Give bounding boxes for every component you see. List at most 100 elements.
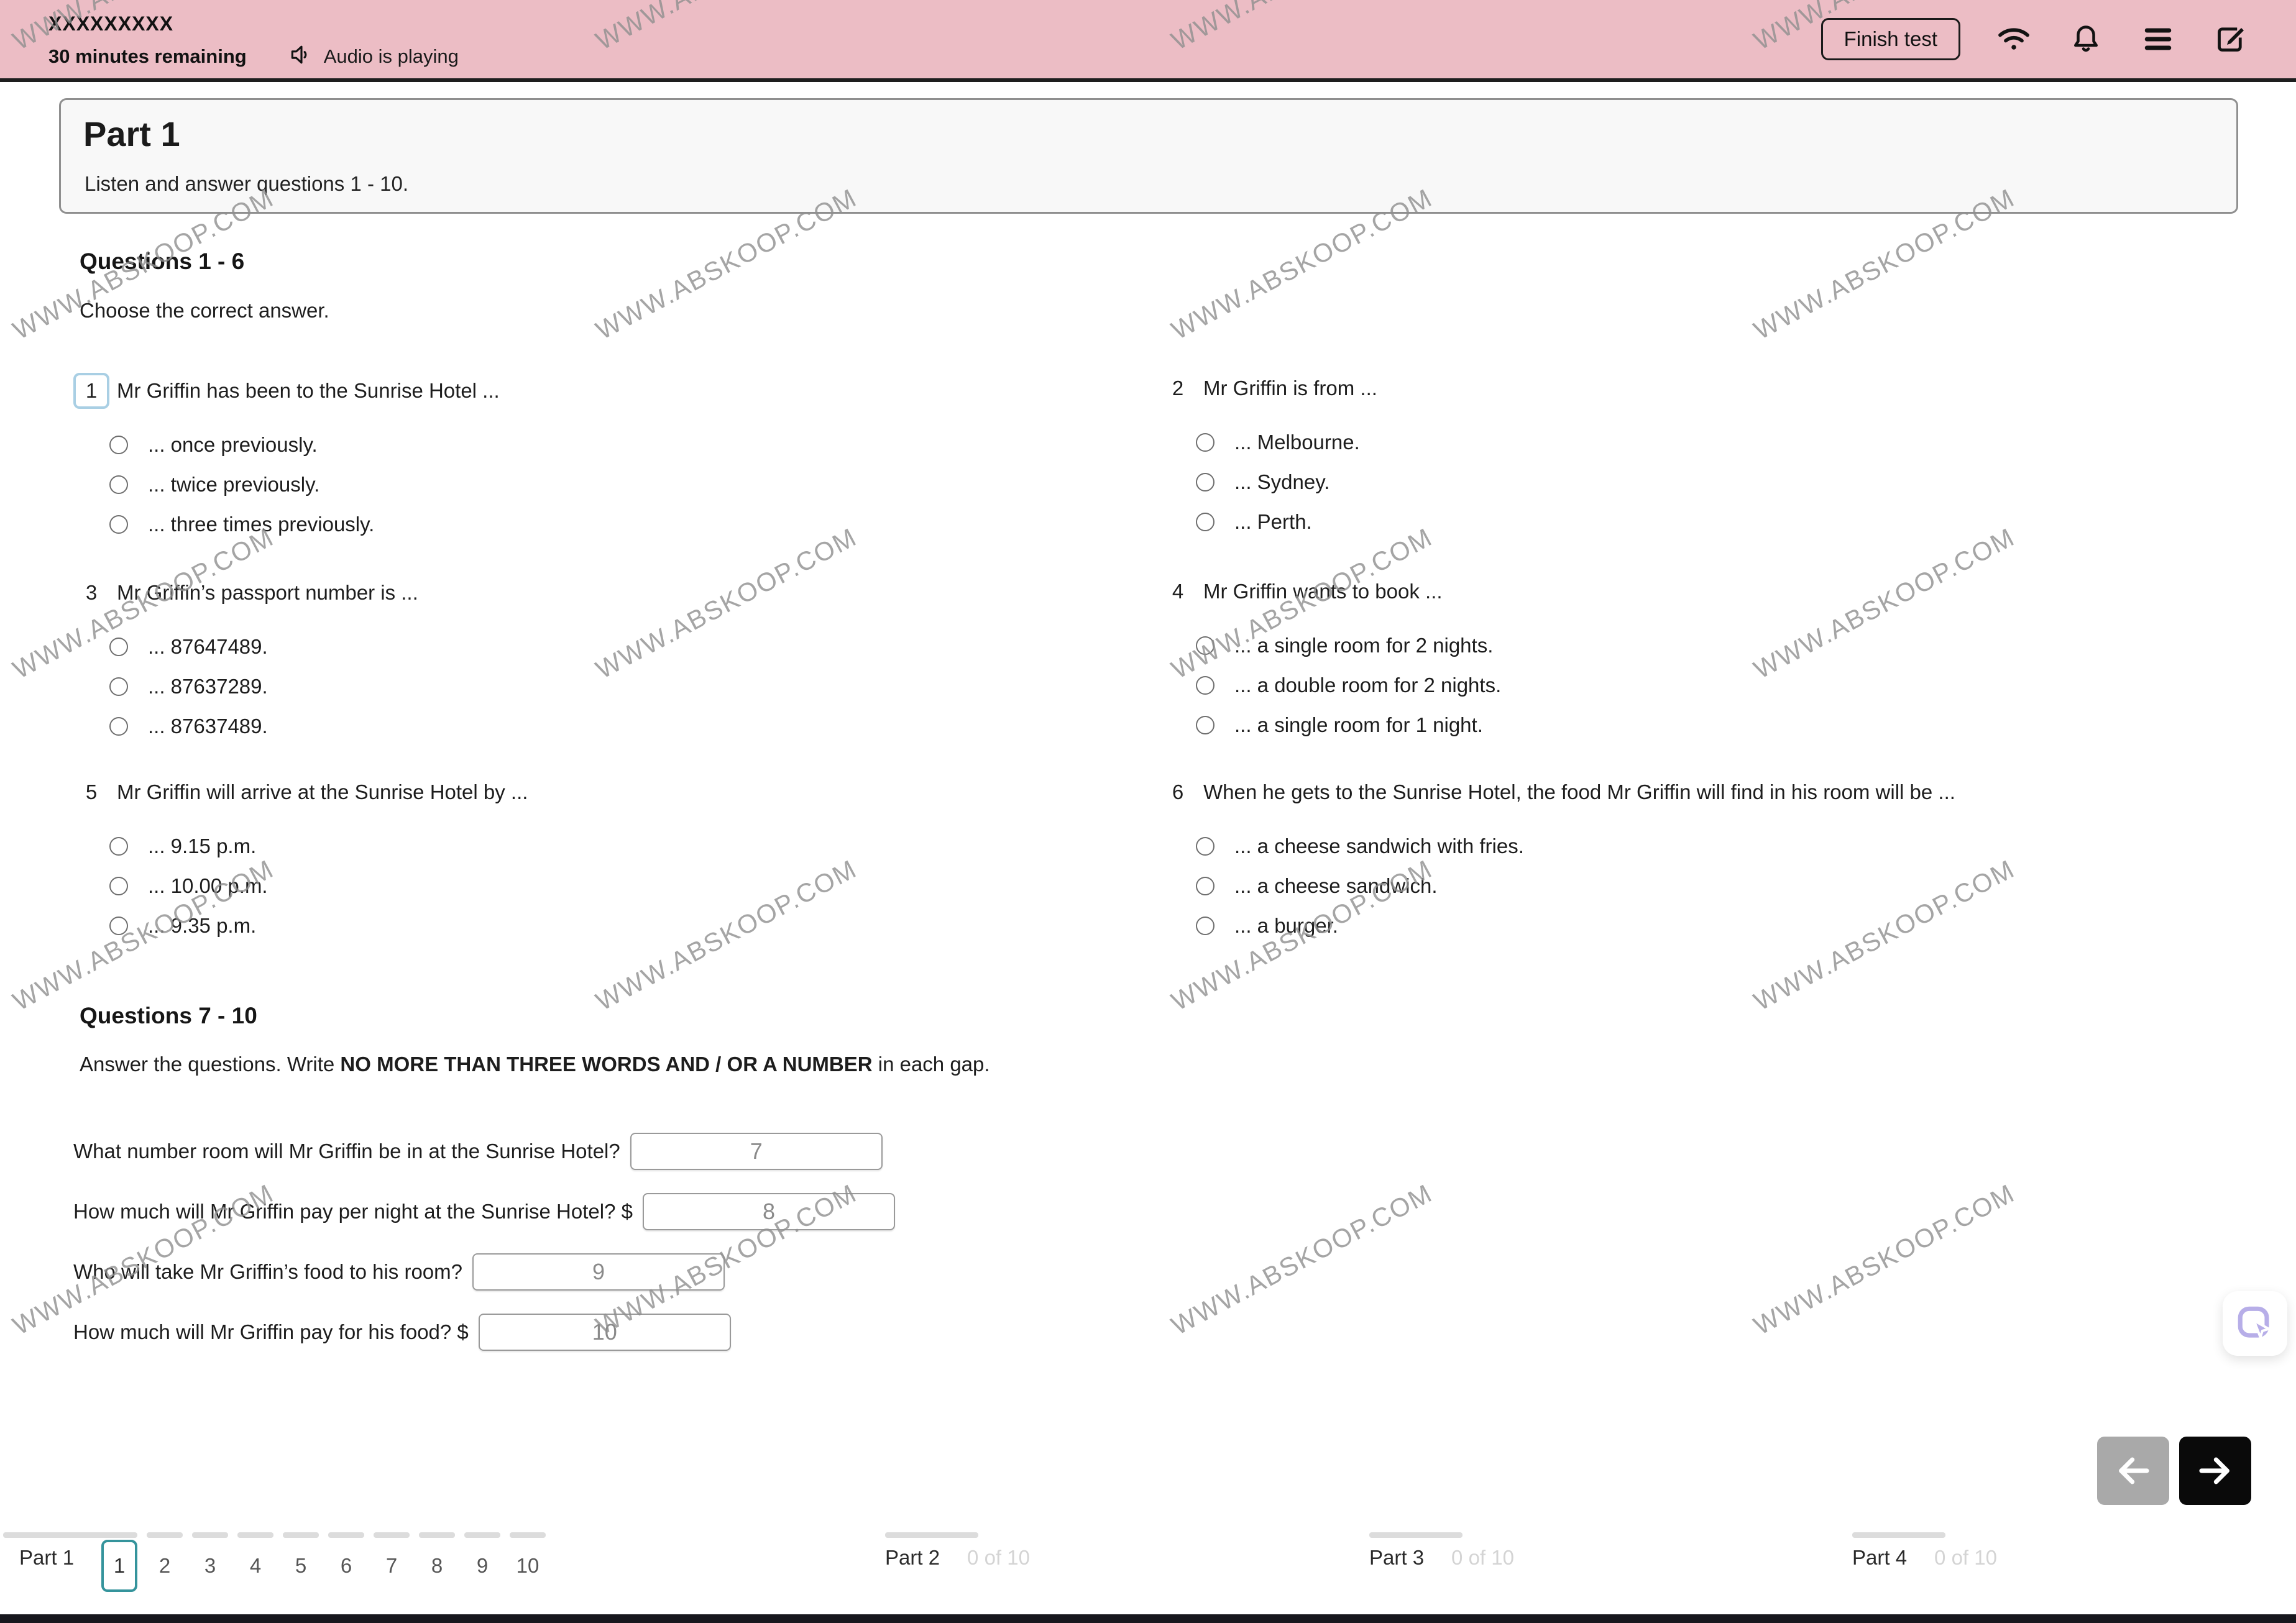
answer-option[interactable]: ... 9.15 p.m. (109, 826, 528, 866)
instruction-suffix: in each gap. (872, 1053, 990, 1076)
part-subtitle: Listen and answer questions 1 - 10. (85, 172, 408, 195)
radio-button[interactable] (1196, 433, 1215, 452)
footer-navigation: Part 1 1 2 3 4 5 6 7 8 9 10 Part 2 0 of … (0, 1529, 2296, 1609)
answer-option[interactable]: ... Melbourne. (1196, 423, 1377, 462)
footer-question-5[interactable]: 5 (295, 1554, 307, 1577)
answer-option[interactable]: ... once previously. (109, 425, 500, 465)
radio-button[interactable] (109, 877, 128, 895)
question-number: 6 (1172, 780, 1184, 803)
watermark: WWW.ABSKOOP.COM (1748, 1178, 2019, 1341)
radio-button[interactable] (1196, 513, 1215, 531)
answer-option[interactable]: ... 87637289. (109, 667, 418, 706)
question-5: 5 Mr Griffin will arrive at the Sunrise … (73, 774, 528, 946)
radio-button[interactable] (1196, 676, 1215, 695)
answer-option[interactable]: ... 87647489. (109, 627, 418, 667)
questions-7-10-heading: Questions 7 - 10 (80, 1003, 257, 1028)
answer-option[interactable]: ... a burger. (1196, 906, 1955, 946)
gap-answer-input-10[interactable] (478, 1314, 731, 1351)
option-label: ... a single room for 2 nights. (1234, 634, 1494, 657)
radio-button[interactable] (109, 837, 128, 856)
gap-question-7: What number room will Mr Griffin be in a… (73, 1132, 883, 1171)
footer-part4-progress: 0 of 10 (1934, 1546, 1997, 1569)
radio-button[interactable] (109, 475, 128, 494)
gap-answer-input-7[interactable] (630, 1133, 883, 1170)
answer-option[interactable]: ... Sydney. (1196, 462, 1377, 502)
next-part-button[interactable] (2179, 1437, 2251, 1505)
part1-progress-bar (3, 1532, 134, 1538)
speaker-icon (288, 41, 315, 71)
watermark: WWW.ABSKOOP.COM (1748, 522, 2019, 685)
footer-part3-tab[interactable]: Part 3 0 of 10 (1369, 1546, 1514, 1570)
radio-button[interactable] (109, 436, 128, 454)
answer-option[interactable]: ... a single room for 1 night. (1196, 705, 1501, 745)
footer-part1-label[interactable]: Part 1 (19, 1546, 75, 1569)
radio-button[interactable] (1196, 636, 1215, 655)
footer-part2-tab[interactable]: Part 2 0 of 10 (885, 1546, 1030, 1570)
answer-option[interactable]: ... a cheese sandwich with fries. (1196, 826, 1955, 866)
header-divider (0, 78, 2296, 82)
radio-button[interactable] (109, 917, 128, 935)
gap-question-8: How much will Mr Griffin pay per night a… (73, 1192, 895, 1231)
footer-question-8[interactable]: 8 (431, 1554, 443, 1577)
footer-question-9[interactable]: 9 (476, 1554, 489, 1577)
footer-question-1[interactable]: 1 (101, 1540, 137, 1592)
footer-question-4[interactable]: 4 (249, 1554, 262, 1577)
footer-part4-label: Part 4 (1852, 1546, 1908, 1569)
gap-answer-input-9[interactable] (472, 1253, 725, 1291)
question-2: 2 Mr Griffin is from ... ... Melbourne. … (1160, 370, 1377, 542)
option-label: ... a double room for 2 nights. (1234, 674, 1502, 697)
footer-question-6[interactable]: 6 (340, 1554, 352, 1577)
radio-button[interactable] (109, 677, 128, 696)
part2-progress-bar (885, 1532, 978, 1538)
previous-part-button[interactable] (2097, 1437, 2169, 1505)
radio-button[interactable] (1196, 837, 1215, 856)
answer-option[interactable]: ... a single room for 2 nights. (1196, 626, 1501, 665)
gap-question-label: What number room will Mr Griffin be in a… (73, 1140, 620, 1163)
answer-option[interactable]: ... twice previously. (109, 465, 500, 505)
part-panel: Part 1 Listen and answer questions 1 - 1… (59, 98, 2238, 214)
answer-option[interactable]: ... 87637489. (109, 706, 418, 746)
footer-part3-label: Part 3 (1369, 1546, 1425, 1569)
menu-icon[interactable] (2139, 21, 2177, 58)
questions-1-6-instruction: Choose the correct answer. (80, 299, 329, 322)
floating-cursor-widget[interactable] (2223, 1291, 2287, 1356)
questions-1-6-heading: Questions 1 - 6 (80, 249, 245, 274)
answer-option[interactable]: ... Perth. (1196, 502, 1377, 542)
radio-button[interactable] (109, 638, 128, 656)
gap-answer-input-8[interactable] (642, 1193, 895, 1230)
notifications-bell-icon[interactable] (2067, 21, 2105, 58)
answer-option[interactable]: ... a double room for 2 nights. (1196, 665, 1501, 705)
notes-compose-icon[interactable] (2211, 21, 2249, 58)
answer-option[interactable]: ... three times previously. (109, 505, 500, 544)
part4-progress-bar (1852, 1532, 1945, 1538)
footer-question-7[interactable]: 7 (385, 1554, 398, 1577)
option-label: ... once previously. (148, 433, 318, 456)
answer-option[interactable]: ... a cheese sandwich. (1196, 866, 1955, 906)
answer-option[interactable]: ... 10.00 p.m. (109, 866, 528, 906)
question-number: 5 (85, 780, 98, 803)
footer-part4-tab[interactable]: Part 4 0 of 10 (1852, 1546, 1997, 1570)
question-text: Mr Griffin’s passport number is ... (117, 581, 418, 604)
radio-button[interactable] (109, 717, 128, 736)
time-remaining: 30 minutes remaining (48, 45, 247, 67)
radio-button[interactable] (1196, 716, 1215, 734)
footer-part2-progress: 0 of 10 (967, 1546, 1030, 1569)
finish-test-button[interactable]: Finish test (1821, 18, 1960, 60)
question-1: 1 Mr Griffin has been to the Sunrise Hot… (73, 373, 500, 544)
option-label: ... a single room for 1 night. (1234, 713, 1483, 736)
footer-question-2[interactable]: 2 (158, 1554, 171, 1577)
option-label: ... Melbourne. (1234, 431, 1360, 454)
radio-button[interactable] (1196, 473, 1215, 491)
radio-button[interactable] (109, 515, 128, 534)
answer-option[interactable]: ... 9.35 p.m. (109, 906, 528, 946)
footer-question-10[interactable]: 10 (516, 1554, 540, 1577)
watermark: WWW.ABSKOOP.COM (1166, 1178, 1437, 1341)
instruction-prefix: Answer the questions. Write (80, 1053, 341, 1076)
footer-part3-progress: 0 of 10 (1451, 1546, 1514, 1569)
radio-button[interactable] (1196, 917, 1215, 935)
footer-question-3[interactable]: 3 (204, 1554, 216, 1577)
radio-button[interactable] (1196, 877, 1215, 895)
option-label: ... a burger. (1234, 914, 1338, 937)
part3-progress-bar (1369, 1532, 1463, 1538)
